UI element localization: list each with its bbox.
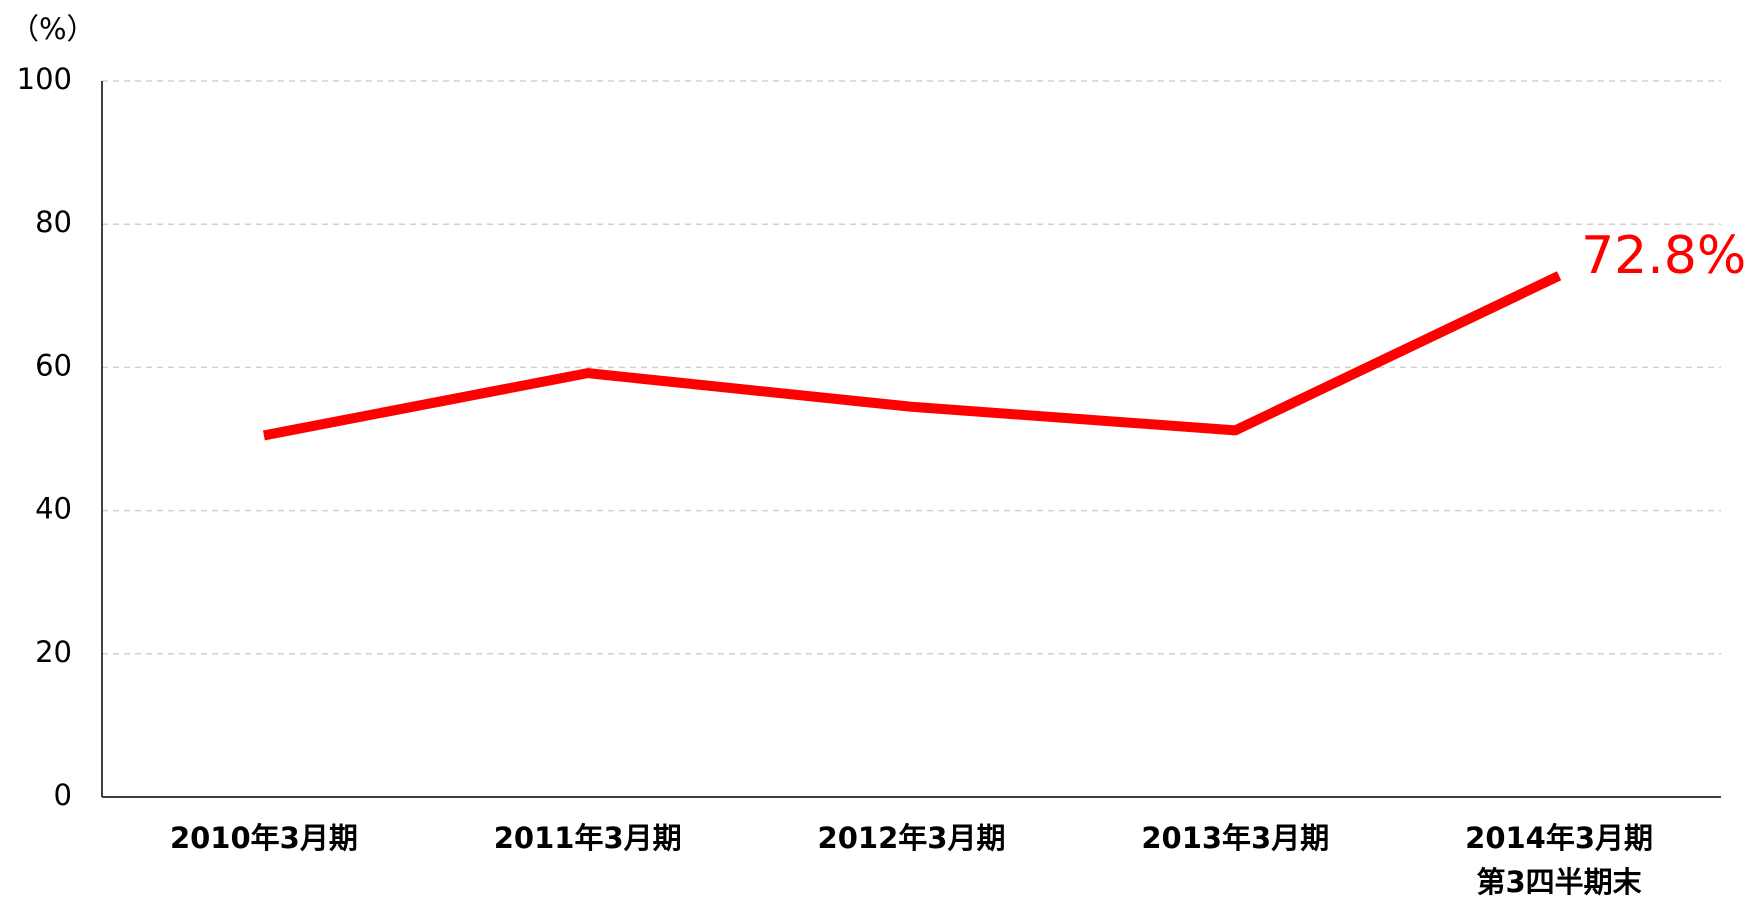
x-tick-label: 2011年3月期 <box>494 821 682 855</box>
y-tick-label: 20 <box>35 635 72 669</box>
x-tick-label: 2012年3月期 <box>818 821 1006 855</box>
x-tick-label: 2010年3月期 <box>170 821 358 855</box>
data-label: 72.8% <box>1581 226 1744 286</box>
y-tick-label: 100 <box>17 62 72 96</box>
x-tick-label: 2014年3月期第3四半期末 <box>1465 821 1653 899</box>
y-axis-label: （%） <box>10 12 96 46</box>
line <box>262 271 1562 441</box>
y-tick-label: 60 <box>35 348 72 382</box>
x-tick-label: 2013年3月期 <box>1141 821 1329 855</box>
y-tick-label: 0 <box>54 778 72 812</box>
y-tick-label: 80 <box>35 205 72 239</box>
y-tick-label: 40 <box>35 492 72 526</box>
